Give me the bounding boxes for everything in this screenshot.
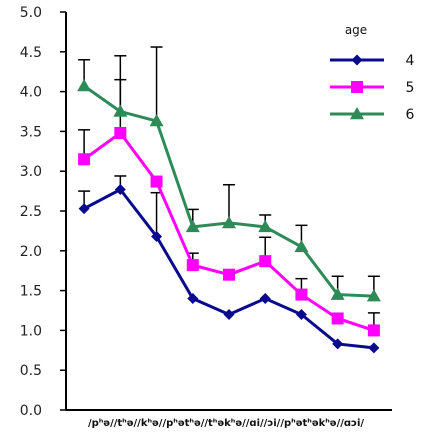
data-point-age-6 [330, 287, 345, 300]
y-tick-label: 0.5 [20, 363, 42, 379]
data-point-age-5 [367, 324, 380, 337]
series-line-age-5 [83, 130, 375, 332]
data-point-age-4 [295, 308, 307, 320]
axes: 0.0 0.5 1.0 1.5 2.0 2.5 3.0 3.5 4.0 4.5 5.0 [20, 5, 392, 419]
data-point-age-6 [77, 79, 92, 92]
category-labels: /pʰə//tʰə//kʰə//pʰətʰə//tʰəkʰə//ɑi//ɔi//… [88, 418, 364, 429]
data-point-age-5 [331, 312, 344, 325]
data-point-age-5 [186, 259, 199, 272]
data-point-age-5 [259, 255, 272, 268]
data-point-age-4 [151, 230, 163, 242]
y-tick-label: 4.5 [20, 45, 42, 61]
data-point-age-6 [294, 239, 309, 253]
y-tick-label: 4.0 [20, 85, 42, 101]
y-tick-label: 5.0 [20, 5, 42, 21]
data-point-age-6 [185, 219, 200, 233]
data-point-age-6 [222, 215, 236, 229]
data-point-age-4 [223, 308, 235, 320]
data-point-age-5 [295, 288, 308, 301]
data-point-age-4 [332, 338, 344, 350]
data-point-age-5 [150, 175, 163, 188]
data-point-age-6 [149, 114, 164, 127]
data-point-age-5 [114, 126, 127, 139]
data-point-age-6 [366, 289, 381, 302]
y-tick-label: 1.5 [20, 284, 42, 300]
legend-label-age-4: 4 [406, 53, 415, 69]
data-point-age-4 [78, 203, 90, 215]
data-point-age-5 [223, 268, 235, 281]
data-point-age-6 [113, 104, 128, 117]
y-tick-label: 3.0 [20, 164, 42, 180]
data-point-age-4 [368, 342, 380, 354]
y-tick-label: 1.0 [20, 323, 42, 339]
data-point-age-6 [258, 219, 273, 233]
legend-marker-age-4 [351, 54, 363, 66]
y-tick-label: 2.0 [20, 244, 42, 260]
legend-label-age-6: 6 [406, 107, 415, 123]
data-point-age-4 [187, 293, 199, 305]
y-tick-label: 0.0 [20, 403, 42, 419]
data-point-age-4 [114, 184, 126, 196]
legend-marker-age-6 [350, 107, 364, 120]
data-markers [77, 79, 381, 354]
data-point-age-5 [78, 153, 91, 166]
legend-title: age [345, 23, 367, 37]
error-bars [78, 46, 380, 331]
data-point-age-4 [259, 293, 271, 305]
y-tick-label: 3.5 [20, 124, 42, 140]
legend-marker-age-5 [351, 81, 363, 93]
legend-label-age-5: 5 [406, 80, 415, 96]
y-tick-label: 2.5 [20, 204, 42, 220]
legend: age 4 5 6 [330, 23, 415, 123]
